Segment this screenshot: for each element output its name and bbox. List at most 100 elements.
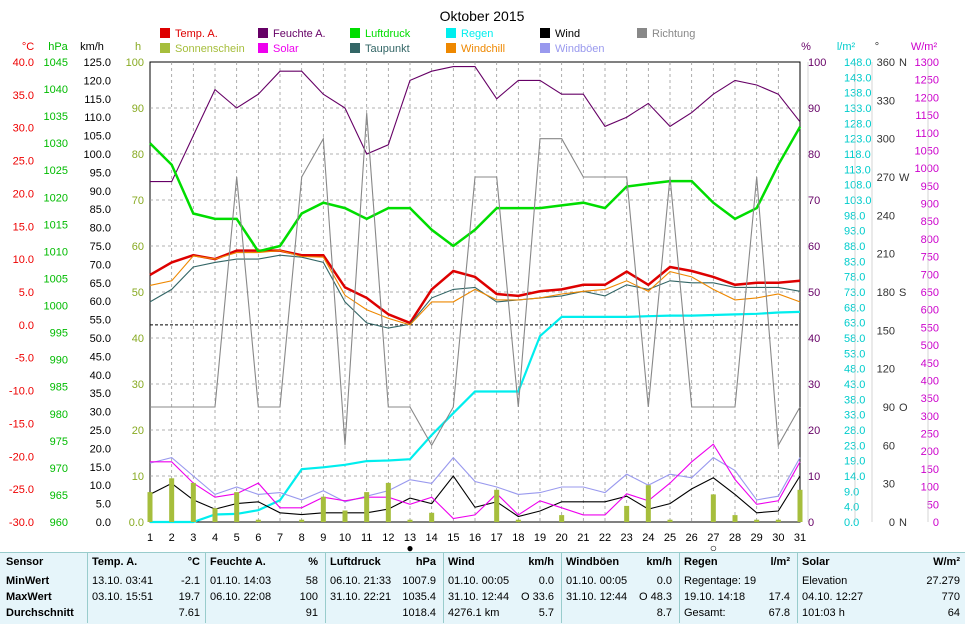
temp-tick-label: -25.0 (9, 484, 34, 496)
x-tick-label: 15 (447, 532, 459, 544)
stats-cell-value: 7.61 (178, 607, 200, 619)
stats-column-divider (87, 553, 88, 623)
x-tick-label: 13 (404, 532, 416, 544)
sunshine-bar (775, 519, 781, 522)
pressure-tick-label: 1010 (44, 246, 68, 258)
luftdruck-line (149, 126, 802, 253)
wind-tick-label: 50.0 (90, 333, 111, 345)
solar-tick-label: 0 (933, 517, 939, 529)
pressure-tick-label: 975 (50, 436, 68, 448)
wind-tick-label: 80.0 (90, 223, 111, 235)
pressure-tick-label: 1025 (44, 165, 68, 177)
legend-label: Richtung (652, 28, 695, 40)
sun-tick-label: 60 (132, 241, 144, 253)
wind-tick-label: 85.0 (90, 204, 111, 216)
direction-compass-label: S (899, 287, 906, 299)
legend-label: Luftdruck (365, 28, 411, 40)
sun-tick-label: 100 (126, 57, 144, 69)
solar-tick-label: 1050 (915, 145, 939, 157)
solar-tick-label: 1150 (915, 110, 939, 122)
wind-tick-label: 95.0 (90, 167, 111, 179)
stats-cell-text: 13.10. 03:41 (92, 575, 154, 587)
wind-tick-label: 0.0 (96, 517, 111, 529)
humidity-tick-label: 30 (808, 379, 820, 391)
direction-compass-label: N (899, 57, 907, 69)
humidity-tick-label: 70 (808, 195, 820, 207)
stats-cell-text: 31.10. 12:44 (566, 591, 628, 603)
temp-tick-label: 0.0 (19, 320, 34, 332)
sun-tick-label: 90 (132, 103, 144, 115)
stats-cell-text: 19.10. 14:18 (684, 591, 746, 603)
sunshine-bar (559, 515, 565, 522)
pressure-tick-label: 995 (50, 328, 68, 340)
stats-cell-value: 64 (947, 607, 960, 619)
legend-swatch (446, 28, 456, 38)
x-tick-label: 24 (642, 532, 654, 544)
stats-column-divider (443, 553, 444, 623)
stats-header: Solar (802, 556, 830, 568)
pressure-tick-label: 1035 (44, 111, 68, 123)
stats-cell-value: 5.7 (538, 607, 554, 619)
solar-axis-unit: W/m² (911, 41, 938, 53)
solar-tick-label: 700 (921, 269, 939, 281)
temp-tick-label: 40.0 (13, 57, 34, 69)
temp-tick-label: -30.0 (9, 517, 34, 529)
rain-tick-label: 123.0 (844, 134, 872, 146)
windchill-line (149, 250, 801, 326)
humidity-tick-label: 60 (808, 241, 820, 253)
stats-cell-text: 4276.1 km (448, 607, 500, 619)
legend-label: Regen (461, 28, 493, 40)
sunshine-bar (494, 489, 500, 522)
sunshine-bar (299, 519, 305, 522)
sunshine-bar (190, 482, 196, 522)
stats-cell-value: O 48.3 (638, 591, 672, 603)
x-tick-label: 11 (361, 532, 372, 544)
wind-tick-label: 105.0 (83, 131, 111, 143)
stats-header: Windböen (566, 556, 620, 568)
temp-tick-label: 15.0 (13, 221, 34, 233)
humidity-tick-label: 50 (808, 287, 820, 299)
temp-tick-label: -10.0 (9, 386, 34, 398)
stats-cell-text: 04.10. 12:27 (802, 591, 864, 603)
axes: 40.0 35.0 30.0 25.0 20.0 15.0 10.0 5.0 0.0 -5.0 -1… (9, 41, 939, 529)
stats-row-label: MaxWert (6, 591, 52, 603)
solar-tick-label: 750 (921, 252, 939, 264)
wind-tick-label: 55.0 (90, 315, 111, 327)
direction-tick-label: 90 (883, 402, 895, 414)
sunshine-bar (147, 492, 153, 522)
taupunkt-line (149, 254, 801, 329)
wind-tick-label: 90.0 (90, 186, 111, 198)
wind-tick-label: 45.0 (90, 351, 111, 363)
stats-row-label: Durchschnitt (6, 607, 74, 619)
direction-tick-label: 270 (877, 172, 895, 184)
x-tick-label: 12 (382, 532, 394, 544)
stats-cell-text: 01.10. 00:05 (448, 575, 510, 587)
temp-tick-label: -15.0 (9, 418, 34, 430)
rain-axis-unit: l/m² (837, 41, 856, 53)
windb-en-line (149, 456, 801, 503)
wind-tick-label: 125.0 (83, 57, 111, 69)
x-tick-label: 2 (169, 532, 175, 544)
sunshine-bar (255, 519, 261, 522)
pressure-tick-label: 1045 (44, 57, 68, 69)
wind-tick-label: 70.0 (90, 259, 111, 271)
x-tick-label: 21 (577, 532, 589, 544)
temp-tick-label: -5.0 (15, 353, 34, 365)
statistics-table (0, 552, 965, 624)
direction-tick-label: 30 (883, 479, 895, 491)
sunshine-bar (667, 519, 673, 522)
rain-tick-label: 9.0 (844, 486, 859, 498)
wind-tick-label: 110.0 (84, 112, 111, 124)
legend-swatch (350, 43, 360, 53)
sunshine-bar (320, 496, 326, 522)
solar-tick-label: 500 (921, 340, 939, 352)
direction-tick-label: 0 (889, 517, 895, 529)
stats-header: Regen (684, 556, 718, 568)
pressure-tick-label: 980 (50, 409, 68, 421)
stats-cell-text: Regentage: 19 (684, 575, 757, 587)
rain-tick-label: 143.0 (844, 72, 872, 84)
legend: Temp. A. Sonnenschein Feuchte A. Solar Luftd… (160, 28, 695, 55)
stats-cell-value: 67.8 (768, 607, 790, 619)
rain-tick-label: 0.0 (844, 517, 859, 529)
x-tick-label: 22 (599, 532, 611, 544)
